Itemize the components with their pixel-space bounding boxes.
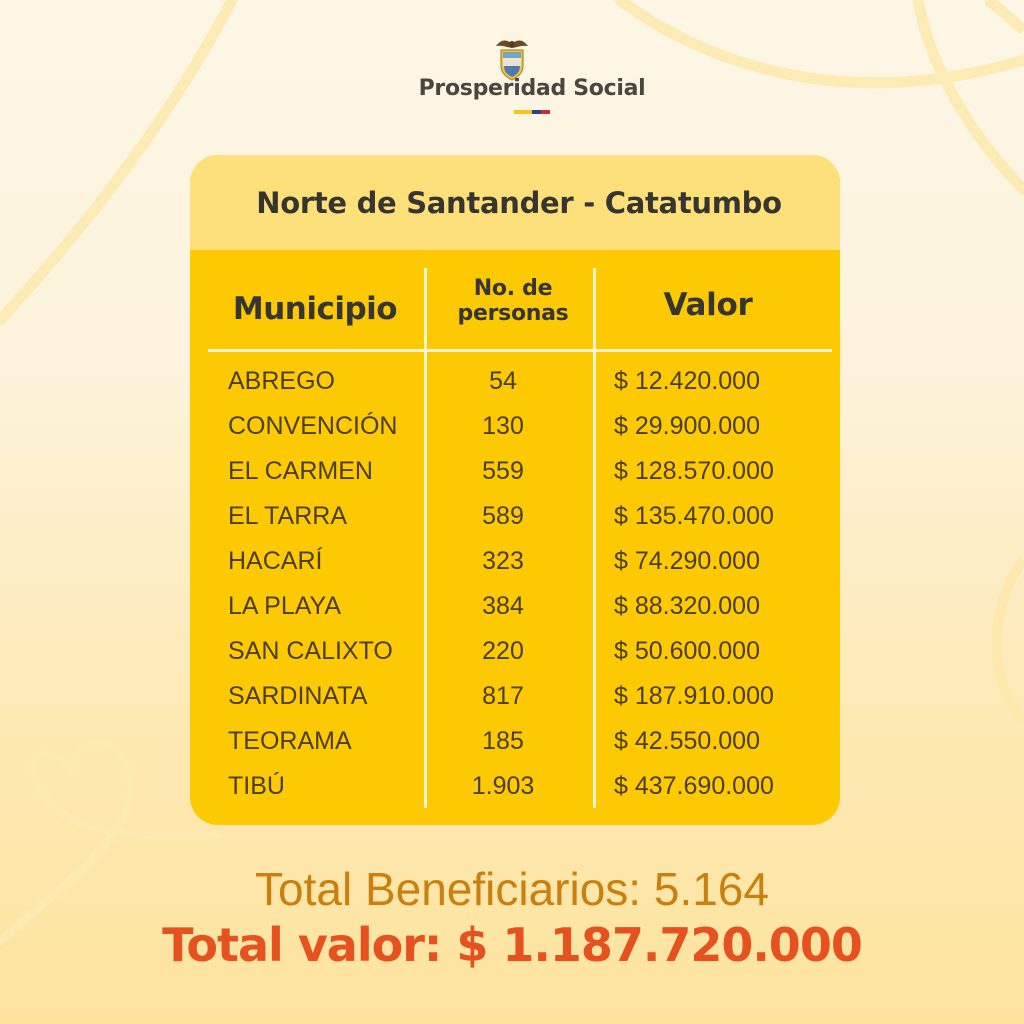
cell-personas: 54 xyxy=(489,367,517,395)
brand-name: Prosperidad Social xyxy=(418,76,646,101)
cell-municipio: CONVENCIÓN xyxy=(228,412,398,440)
table-row: HACARÍ 323 $ 74.290.000 xyxy=(190,547,840,587)
data-card: Norte de Santander - Catatumbo Municipio… xyxy=(190,155,840,825)
cell-municipio: SARDINATA xyxy=(228,682,368,710)
cell-personas: 559 xyxy=(482,457,524,485)
cell-municipio: EL TARRA xyxy=(228,502,348,530)
cell-municipio: LA PLAYA xyxy=(228,592,342,620)
cell-valor: $ 12.420.000 xyxy=(614,367,760,395)
table-row: EL TARRA 589 $ 135.470.000 xyxy=(190,502,840,542)
cell-personas: 130 xyxy=(482,412,524,440)
table-row: TIBÚ 1.903 $ 437.690.000 xyxy=(190,772,840,812)
cell-municipio: HACARÍ xyxy=(228,547,323,575)
cell-municipio: SAN CALIXTO xyxy=(228,637,393,665)
table-row: EL CARMEN 559 $ 128.570.000 xyxy=(190,457,840,497)
column-divider xyxy=(424,268,427,808)
cell-valor: $ 29.900.000 xyxy=(614,412,760,440)
cell-municipio: ABREGO xyxy=(228,367,335,395)
total-beneficiarios: Total Beneficiarios: 5.164 xyxy=(255,863,769,915)
header-divider xyxy=(208,349,832,352)
cell-valor: $ 88.320.000 xyxy=(614,592,760,620)
logo xyxy=(0,36,1024,82)
cell-municipio: TEORAMA xyxy=(228,727,352,755)
cell-personas: 384 xyxy=(482,592,524,620)
cell-personas: 589 xyxy=(482,502,524,530)
table-row: LA PLAYA 384 $ 88.320.000 xyxy=(190,592,840,632)
table-row: TEORAMA 185 $ 42.550.000 xyxy=(190,727,840,767)
cell-personas: 1.903 xyxy=(471,772,535,800)
column-header-valor: Valor xyxy=(663,287,753,323)
card-header: Norte de Santander - Catatumbo xyxy=(190,155,840,250)
table-row: SARDINATA 817 $ 187.910.000 xyxy=(190,682,840,722)
cell-municipio: EL CARMEN xyxy=(228,457,373,485)
cell-personas: 185 xyxy=(482,727,524,755)
cell-personas: 220 xyxy=(482,637,524,665)
column-header-personas-line1: No. de xyxy=(473,276,553,301)
table-row: SAN CALIXTO 220 $ 50.600.000 xyxy=(190,637,840,677)
table-row: ABREGO 54 $ 12.420.000 xyxy=(190,367,840,407)
column-header-municipio: Municipio xyxy=(232,291,398,327)
colombia-flag-bar xyxy=(514,110,550,114)
cell-valor: $ 128.570.000 xyxy=(614,457,774,485)
cell-valor: $ 74.290.000 xyxy=(614,547,760,575)
column-divider xyxy=(593,268,596,808)
table-row: CONVENCIÓN 130 $ 29.900.000 xyxy=(190,412,840,452)
cell-valor: $ 187.910.000 xyxy=(614,682,774,710)
cell-personas: 323 xyxy=(482,547,524,575)
column-header-personas: No. de personas xyxy=(428,276,598,326)
cell-valor: $ 50.600.000 xyxy=(614,637,760,665)
cell-valor: $ 437.690.000 xyxy=(614,772,774,800)
cell-personas: 817 xyxy=(482,682,524,710)
cell-valor: $ 42.550.000 xyxy=(614,727,760,755)
cell-valor: $ 135.470.000 xyxy=(614,502,774,530)
total-valor: Total valor: $ 1.187.720.000 xyxy=(162,918,863,972)
column-header-personas-line2: personas xyxy=(457,301,569,326)
colombia-coat-of-arms-icon xyxy=(496,40,528,81)
card-title: Norte de Santander - Catatumbo xyxy=(256,185,782,220)
cell-municipio: TIBÚ xyxy=(228,772,285,800)
